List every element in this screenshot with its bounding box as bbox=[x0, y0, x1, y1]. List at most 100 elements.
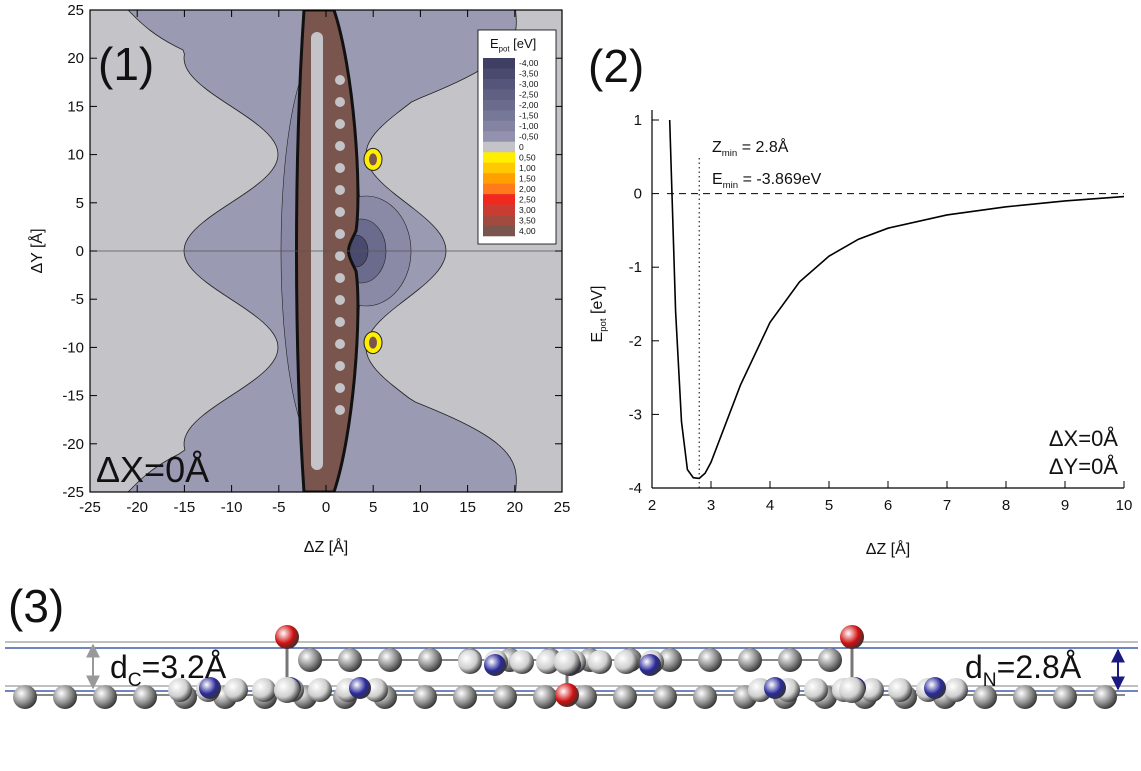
y-tick-label: -3 bbox=[629, 406, 642, 423]
atom bbox=[944, 678, 968, 702]
y-axis-label-sub: pot bbox=[598, 318, 609, 332]
x-tick-label: 10 bbox=[1116, 497, 1133, 514]
atom bbox=[614, 650, 638, 674]
distance-label-rest: =3.2Å bbox=[142, 649, 227, 685]
y-tick-label: -4 bbox=[629, 480, 642, 497]
atom bbox=[338, 648, 362, 672]
y-tick-label: -1 bbox=[629, 259, 642, 276]
core-spot bbox=[335, 141, 345, 151]
atom bbox=[818, 648, 842, 672]
atom bbox=[378, 648, 402, 672]
atom bbox=[484, 654, 506, 676]
core-spot bbox=[335, 273, 345, 283]
atom bbox=[1013, 685, 1037, 709]
panel-label: (3) bbox=[8, 580, 64, 632]
atom bbox=[639, 654, 661, 676]
distance-label-rest: =2.8Å bbox=[997, 649, 1082, 685]
legend-label: 2,50 bbox=[519, 194, 536, 204]
atom bbox=[1093, 685, 1117, 709]
atom bbox=[93, 685, 117, 709]
y-tick-label: 5 bbox=[76, 195, 84, 212]
legend-swatch bbox=[483, 68, 515, 80]
atom bbox=[764, 677, 786, 699]
x-tick-label: 6 bbox=[884, 497, 892, 514]
x-tick-label: -20 bbox=[126, 499, 148, 516]
core-spot bbox=[335, 119, 345, 129]
y-axis-label: ΔY [Å] bbox=[27, 228, 46, 273]
legend-swatch bbox=[483, 131, 515, 143]
distance-label: dN=2.8Å bbox=[965, 649, 1082, 691]
atom bbox=[693, 685, 717, 709]
y-tick-label: -10 bbox=[62, 339, 84, 356]
y-tick-label: 1 bbox=[634, 112, 642, 129]
legend-title-main: E bbox=[490, 36, 499, 51]
atom bbox=[1053, 685, 1077, 709]
x-axis-label: ΔZ [Å] bbox=[304, 537, 348, 556]
y-tick-label: 20 bbox=[67, 50, 84, 67]
atom bbox=[698, 648, 722, 672]
core-spot bbox=[335, 383, 345, 393]
legend-label: -1,00 bbox=[519, 121, 539, 131]
legend-title: Epot [eV] bbox=[490, 36, 536, 53]
x-tick-label: 5 bbox=[825, 497, 833, 514]
core-spot bbox=[335, 339, 345, 349]
x-tick-label: 10 bbox=[412, 499, 429, 516]
energy-curve bbox=[668, 119, 1125, 480]
legend-label: 3,50 bbox=[519, 215, 536, 225]
core-spot bbox=[335, 229, 345, 239]
legend-swatch bbox=[483, 204, 515, 216]
core-spot bbox=[335, 361, 345, 371]
legend-label: -3,50 bbox=[519, 69, 539, 79]
x-tick-label: 15 bbox=[459, 499, 476, 516]
atom bbox=[613, 685, 637, 709]
atom bbox=[308, 678, 332, 702]
core-spot bbox=[335, 163, 345, 173]
atom bbox=[554, 649, 580, 675]
x-axis-label: ΔZ [Å] bbox=[866, 539, 910, 558]
atom bbox=[133, 685, 157, 709]
legend-swatch bbox=[483, 173, 515, 184]
y-tick-label: 15 bbox=[67, 98, 84, 115]
x-tick-label: -5 bbox=[272, 499, 285, 516]
legend-swatch bbox=[483, 183, 515, 195]
atom bbox=[413, 685, 437, 709]
legend-swatch bbox=[483, 58, 515, 69]
annotation: ΔX=0Å bbox=[96, 449, 209, 490]
atom bbox=[275, 625, 299, 649]
atom bbox=[536, 650, 560, 674]
legend-label: 2,00 bbox=[519, 184, 536, 194]
legend: Epot [eV]-4,00-3,50-3,00-2,50-2,00-1,50-… bbox=[477, 29, 557, 245]
annotation-main: Z bbox=[712, 139, 722, 156]
annotation: ΔX=0Å bbox=[1049, 426, 1118, 451]
legend-label: 1,00 bbox=[519, 163, 536, 173]
atom bbox=[573, 685, 597, 709]
x-tick-label: 0 bbox=[322, 499, 330, 516]
atom bbox=[224, 678, 248, 702]
x-tick-label: 4 bbox=[766, 497, 774, 514]
y-tick-label: 0 bbox=[76, 243, 84, 260]
x-tick-label: -25 bbox=[79, 499, 101, 516]
core-spot bbox=[335, 97, 345, 107]
annotation: Emin = -3.869eV bbox=[712, 171, 822, 191]
annotation: ΔY=0Å bbox=[1049, 454, 1118, 479]
atom bbox=[973, 685, 997, 709]
legend-swatch bbox=[483, 89, 515, 101]
legend-swatch bbox=[483, 215, 515, 226]
core-spot bbox=[335, 405, 345, 415]
legend-label: -1,50 bbox=[519, 111, 539, 121]
legend-label: -4,00 bbox=[519, 58, 539, 68]
atom bbox=[924, 677, 946, 699]
y-tick-label: 0 bbox=[634, 186, 642, 203]
atom bbox=[199, 677, 221, 699]
y-tick-label: -5 bbox=[71, 291, 84, 308]
atom bbox=[453, 685, 477, 709]
annotation-main: E bbox=[712, 171, 723, 188]
core-spot bbox=[335, 317, 345, 327]
legend-swatch bbox=[483, 194, 515, 205]
core-spot bbox=[335, 207, 345, 217]
y-tick-label: -25 bbox=[62, 484, 84, 501]
y-axis-label: Epot [eV] bbox=[589, 286, 609, 343]
legend-label: 0,50 bbox=[519, 152, 536, 162]
atom bbox=[493, 685, 517, 709]
